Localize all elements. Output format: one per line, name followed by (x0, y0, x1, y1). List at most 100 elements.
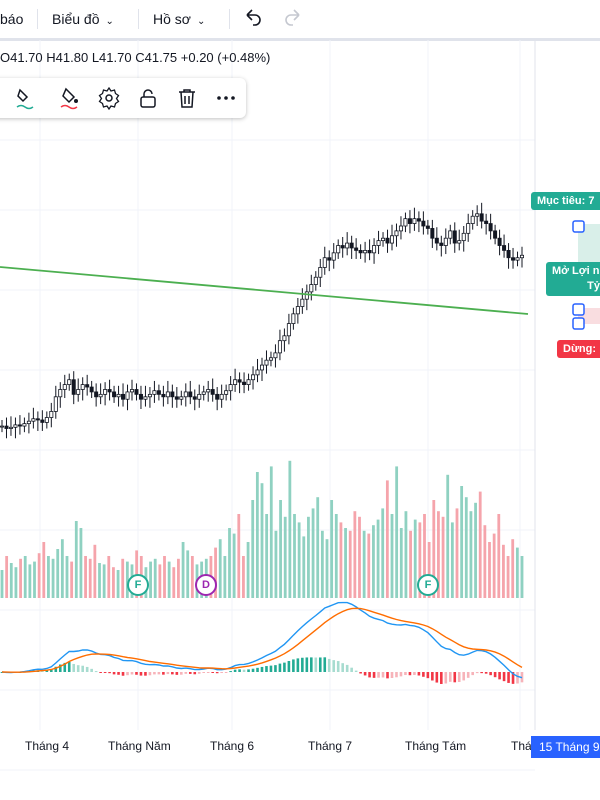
macd-histogram-bar (426, 672, 430, 679)
volume-bar (74, 521, 78, 598)
low-value: L41.70 (91, 50, 132, 65)
candle-body (121, 393, 126, 400)
macd-histogram-bar (85, 666, 89, 672)
macd-histogram-bar (471, 672, 474, 676)
candle (147, 387, 152, 408)
candle-body (273, 352, 278, 359)
candle-body (282, 335, 287, 342)
candle (228, 376, 233, 401)
event-marker-d[interactable]: D (195, 574, 217, 596)
macd-histogram-bar (41, 670, 44, 672)
lock-icon[interactable] (136, 86, 160, 110)
chart-menu-button[interactable]: Biểu đồ ⌄ (52, 0, 114, 38)
macd-histogram-bar (188, 672, 192, 674)
candle-body (233, 379, 238, 386)
volume-bar (47, 556, 50, 598)
volume-bar (149, 561, 152, 598)
candle (376, 230, 381, 255)
candle-body (331, 252, 336, 261)
event-marker-f2[interactable]: F (417, 574, 439, 596)
candle-body (17, 424, 22, 427)
volume-bar (506, 556, 510, 598)
candle-body (0, 425, 4, 428)
volume-bar (418, 522, 422, 598)
candle-body (71, 379, 76, 395)
volume-bar (330, 500, 334, 598)
candle-body (188, 391, 193, 398)
macd-histogram-bar (511, 672, 515, 684)
profile-menu-label: Hồ sơ (153, 11, 191, 27)
crosshair-date-badge: 15 Tháng 9 (531, 736, 600, 758)
change-value: +0.20 (+0.48%) (180, 50, 271, 65)
candle (340, 236, 345, 258)
settings-icon[interactable] (97, 86, 121, 111)
candle (425, 219, 430, 235)
macd-histogram-bar (54, 666, 58, 672)
candle (156, 384, 161, 401)
candle (224, 384, 229, 401)
candle-body (251, 374, 256, 381)
candle-body (484, 220, 489, 224)
candle (484, 213, 489, 235)
volume-bar (23, 556, 27, 598)
candle-body (26, 420, 31, 425)
volume-bar (190, 556, 194, 598)
macd-histogram-bar (251, 668, 255, 672)
undo-icon[interactable] (244, 0, 262, 38)
stop-tag[interactable]: Dừng: (557, 340, 600, 358)
candle (309, 274, 314, 301)
volume-bar (102, 564, 106, 598)
redo-icon[interactable] (284, 0, 302, 38)
candle-body (210, 389, 215, 395)
volume-bar (251, 500, 255, 598)
profile-menu-button[interactable]: Hồ sơ ⌄ (153, 0, 205, 38)
volume-bar (33, 561, 36, 598)
macd-histogram-bar (126, 672, 129, 676)
candle-body (381, 237, 386, 242)
volume-bar (232, 533, 236, 598)
candle (430, 219, 435, 248)
fill-color-icon[interactable] (58, 86, 82, 110)
more-icon[interactable] (214, 86, 238, 110)
volume-bar (446, 474, 450, 598)
macd-histogram-bar (354, 670, 358, 672)
trash-icon[interactable] (175, 86, 199, 110)
volume-bar (107, 556, 111, 598)
candle-body (403, 218, 408, 227)
candle (268, 351, 273, 367)
price-chart[interactable]: Tháng 4 Tháng Năm Tháng 6 Tháng 7 Tháng Tám T… (0, 40, 600, 800)
candle (434, 227, 439, 251)
macd-histogram-bar (381, 672, 385, 678)
candle-body (430, 228, 435, 239)
brush-icon[interactable] (14, 86, 38, 110)
candle-body (94, 391, 99, 398)
macd-histogram-bar (153, 672, 156, 675)
candle-body (85, 384, 90, 388)
volume-bar (460, 486, 464, 598)
candle (502, 234, 507, 258)
candle-body (152, 390, 157, 395)
macd-histogram-bar (395, 672, 398, 678)
candle-body (407, 218, 412, 224)
volume-bar (158, 564, 162, 598)
macd-histogram-bar (76, 665, 80, 672)
macd-histogram-bar (296, 658, 300, 672)
macd-histogram-bar (247, 669, 250, 672)
candle-body (336, 245, 341, 254)
x-tick-label: Tháng 4 (25, 739, 69, 753)
candle-body (147, 393, 152, 398)
profit-tag[interactable]: Mở Lợi n Tỷ (546, 262, 600, 296)
candle (206, 380, 211, 402)
volume-bar (98, 563, 101, 598)
toolbar-left-label[interactable]: báo (0, 11, 24, 27)
candle (107, 379, 112, 401)
event-marker-f1[interactable]: F (127, 574, 149, 596)
macd-histogram-bar (233, 669, 237, 672)
volume-bar (325, 539, 329, 598)
macd-histogram-bar (404, 672, 407, 676)
target-tag[interactable]: Mục tiêu: 7 (531, 192, 600, 210)
candle (403, 212, 408, 233)
volume-bar (214, 547, 217, 598)
macd-histogram-bar (516, 672, 519, 684)
macd-histogram-bar (368, 672, 371, 678)
